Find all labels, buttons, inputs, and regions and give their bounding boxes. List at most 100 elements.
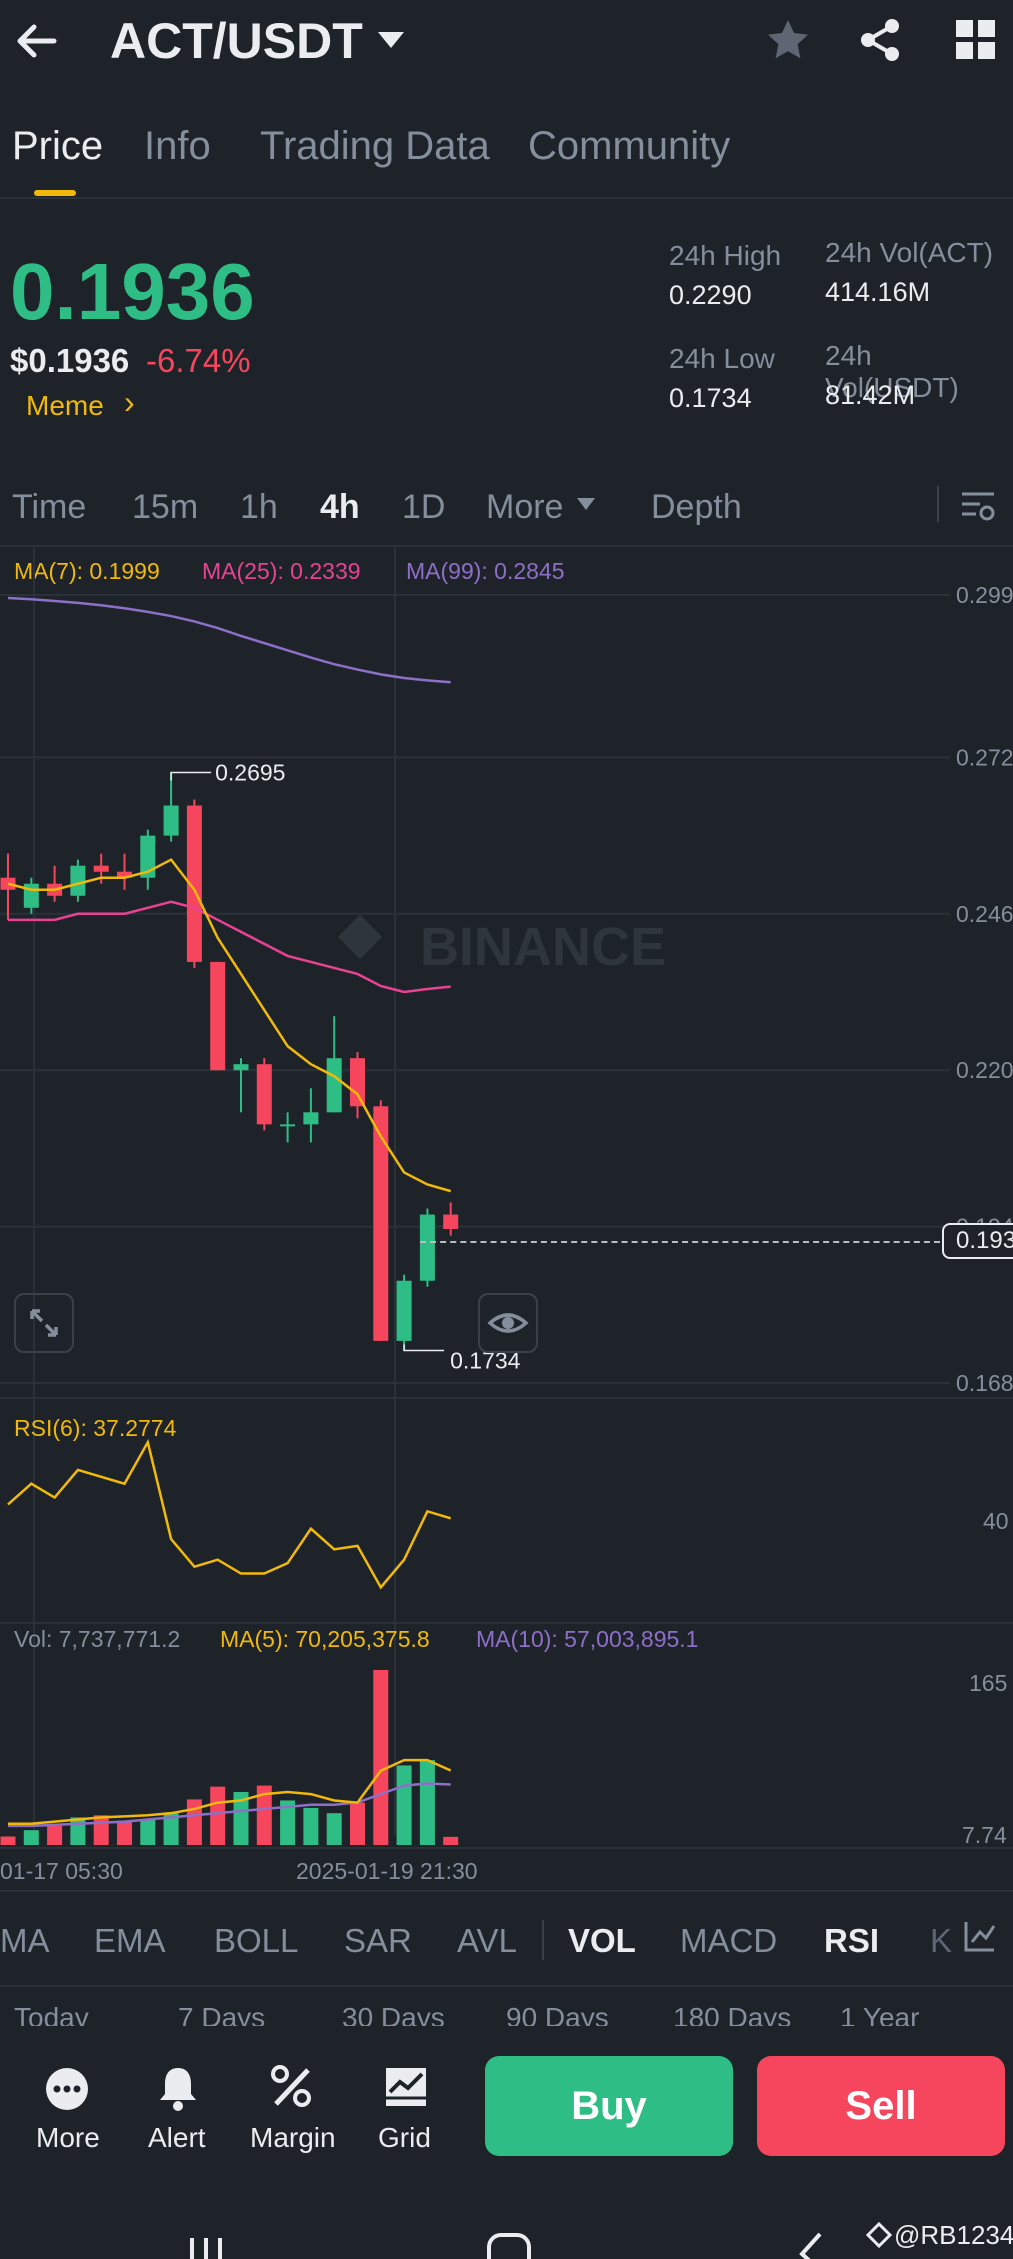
alert-bell-icon[interactable] [156,2064,200,2112]
candle-body [280,1124,296,1127]
vol-ma5-line [8,1758,452,1826]
tag-meme[interactable]: Meme [26,390,104,421]
more-label[interactable]: More [36,2122,100,2153]
volume-bar [350,1802,365,1845]
vol-ma10-label: MA(10): 57,003,895.1 [476,1626,699,1652]
tab-trading-data[interactable]: Trading Data [260,124,490,168]
tf-4h[interactable]: 4h [320,488,360,526]
dropdown-caret-icon[interactable] [376,28,406,52]
ind-k[interactable]: K [930,1922,953,1959]
tf-more-caret-icon[interactable] [576,496,596,512]
ind-vol[interactable]: VOL [568,1922,636,1959]
indicator-divider [542,1920,544,1960]
candle-body [396,1280,412,1341]
candle-body [0,877,16,890]
ind-ema[interactable]: EMA [94,1922,166,1959]
binance-logo-icon [338,915,382,959]
volume-bar [256,1785,272,1845]
periods-row: Today 7 Days 30 Days 90 Days 180 Days 1 … [0,1990,1013,2026]
tabs-divider [0,197,1013,199]
fullscreen-button[interactable] [14,1293,74,1353]
high-marker-line [170,771,212,781]
volume-bar [233,1791,249,1845]
chevron-right-icon[interactable]: › [124,384,135,420]
candle-body [233,1064,249,1071]
vol-axis-top: 165 [969,1670,1008,1696]
x-label-1: 2025-01-19 21:30 [296,1858,478,1884]
vol-ma5-label: MA(5): 70,205,375.8 [220,1626,430,1652]
candle-body [303,1112,319,1125]
eye-toggle-button[interactable] [478,1293,538,1353]
vol-axis-bottom: 7.74 [962,1822,1007,1848]
tf-divider-line [0,545,1013,547]
last-price: 0.1936 [10,247,255,336]
x-label-0: 01-17 05:30 [0,1858,123,1884]
margin-label[interactable]: Margin [250,2122,336,2153]
indicator-settings-icon[interactable] [962,1918,998,1954]
grid-label[interactable]: Grid [378,2122,431,2153]
ind-boll[interactable]: BOLL [214,1922,299,1959]
period-180d[interactable]: 180 Days [673,2002,792,2026]
stat-vol-usdt-label: 24h Vol(USDT) [825,340,959,403]
tf-1d[interactable]: 1D [402,488,446,526]
ma99-legend: MA(99): 0.2845 [406,558,565,584]
low-marker-line [403,1344,445,1352]
indicator-bottom-divider [0,1985,1013,1987]
more-icon[interactable] [44,2066,90,2112]
period-30d[interactable]: 30 Days [342,2002,445,2026]
recent-apps-icon[interactable] [188,2234,228,2259]
vol-ma10-line [8,1782,451,1828]
ind-avl[interactable]: AVL [457,1922,517,1959]
ind-rsi[interactable]: RSI [824,1922,880,1959]
margin-icon[interactable] [270,2064,314,2110]
candle-body [163,805,179,836]
system-nav-bar [0,2216,1013,2259]
period-today[interactable]: Today [14,2002,89,2026]
period-1y[interactable]: 1 Year [840,2002,920,2026]
candle-body [443,1214,459,1230]
stat-low-label: 24h Low [669,343,775,374]
sell-button[interactable]: Sell [757,2056,1005,2156]
ind-macd[interactable]: MACD [680,1922,778,1959]
volume-bar [70,1817,86,1845]
volume-bar [117,1820,132,1845]
volume-bar [443,1836,459,1845]
buy-button[interactable]: Buy [485,2056,733,2156]
vol-label: Vol: 7,737,771.2 [14,1626,181,1652]
current-price-line [420,1241,940,1243]
alert-label[interactable]: Alert [148,2122,206,2153]
grid-icon[interactable] [956,20,996,60]
tf-more[interactable]: More [486,488,564,526]
tf-15m[interactable]: 15m [132,488,199,526]
ma7-legend: MA(7): 0.1999 [14,558,160,584]
home-icon[interactable] [486,2232,532,2259]
tab-info[interactable]: Info [144,124,211,168]
back-nav-icon[interactable] [796,2230,826,2259]
share-icon[interactable] [856,16,904,64]
chart-settings-icon[interactable] [960,488,996,524]
back-arrow-icon[interactable] [14,18,60,64]
ind-ma[interactable]: MA [0,1922,50,1959]
period-90d[interactable]: 90 Days [506,2002,609,2026]
tf-time[interactable]: Time [12,488,87,526]
ind-sar[interactable]: SAR [344,1922,412,1959]
tab-active-indicator [34,190,76,196]
period-7d[interactable]: 7 Days [178,2002,266,2026]
price-axis-label: 0.220 [956,1057,1013,1083]
tab-community[interactable]: Community [528,124,731,168]
star-icon[interactable] [764,16,812,64]
tf-1h[interactable]: 1h [240,488,278,526]
grid-trading-icon[interactable] [384,2064,428,2110]
tab-price[interactable]: Price [12,124,104,168]
candle-body [326,1058,342,1113]
volume-bar [210,1786,226,1845]
price-change: -6.74% [146,342,251,379]
volume-bar [419,1760,435,1845]
price-axis-label: 0.246 [956,901,1013,927]
high-marker-label: 0.2695 [215,759,285,785]
tf-depth[interactable]: Depth [651,488,742,526]
volume-bar [373,1670,389,1845]
pair-title[interactable]: ACT/USDT [110,13,363,69]
candle-body [140,835,156,878]
